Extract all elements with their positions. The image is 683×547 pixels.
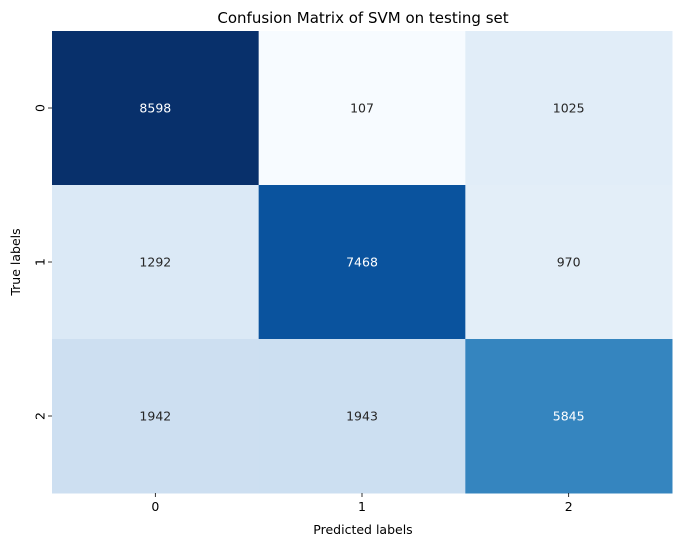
heatmap-cells xyxy=(52,31,673,494)
cell-value-label: 1942 xyxy=(139,409,171,424)
cell-annotations: 8598 107 1025 1292 7468 970 1942 1943 5845 xyxy=(139,101,584,424)
heatmap-cell xyxy=(465,339,673,494)
y-axis-ticks: 0 1 2 xyxy=(33,104,52,420)
heatmap-cell xyxy=(258,31,466,186)
heatmap-cell xyxy=(258,185,466,340)
y-tick-label: 0 xyxy=(33,104,48,112)
y-axis-label: True labels xyxy=(8,228,23,296)
cell-value-label: 8598 xyxy=(139,101,171,116)
cell-value-label: 107 xyxy=(350,101,374,116)
cell-value-label: 1025 xyxy=(553,101,585,116)
cell-value-label: 7468 xyxy=(346,255,378,270)
heatmap-cell xyxy=(258,339,466,494)
cell-value-label: 970 xyxy=(557,255,581,270)
chart-title: Confusion Matrix of SVM on testing set xyxy=(217,9,508,27)
heatmap-cell xyxy=(52,185,260,340)
x-tick-label: 0 xyxy=(151,499,159,514)
cell-value-label: 1943 xyxy=(346,409,378,424)
x-tick-label: 1 xyxy=(358,499,366,514)
x-tick-label: 2 xyxy=(565,499,573,514)
cell-value-label: 1292 xyxy=(139,255,171,270)
y-tick-label: 2 xyxy=(33,412,48,420)
heatmap-cell xyxy=(465,185,673,340)
heatmap-cell xyxy=(52,31,260,186)
x-axis-label: Predicted labels xyxy=(313,522,412,537)
heatmap-cell xyxy=(52,339,260,494)
heatmap-cell xyxy=(465,31,673,186)
cell-value-label: 5845 xyxy=(553,409,585,424)
x-axis-ticks: 0 1 2 xyxy=(151,493,573,514)
y-tick-label: 1 xyxy=(33,258,48,266)
